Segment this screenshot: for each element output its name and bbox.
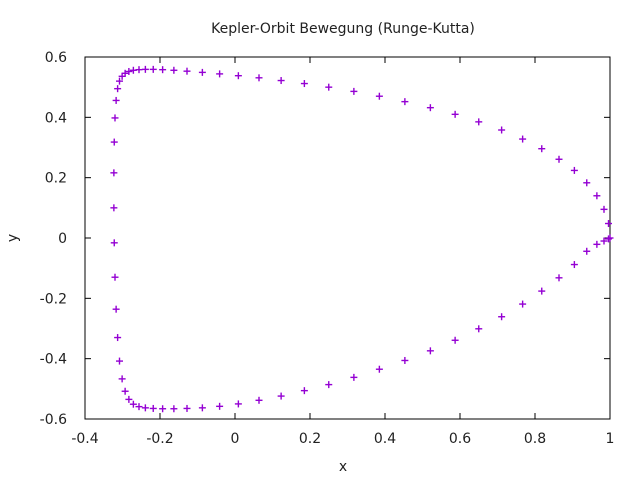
data-point xyxy=(159,405,167,413)
data-point xyxy=(149,65,157,73)
data-point xyxy=(498,126,506,134)
data-point xyxy=(110,169,118,177)
data-point xyxy=(401,98,409,106)
y-axis-ticks: -0.6 -0.4 -0.2 0 0.2 0.4 0.6 xyxy=(40,50,610,428)
data-point xyxy=(538,145,546,153)
data-point xyxy=(111,114,119,122)
data-point xyxy=(183,67,191,75)
data-point xyxy=(112,96,120,104)
data-point xyxy=(198,68,206,76)
data-point xyxy=(555,155,563,163)
data-point xyxy=(170,405,178,413)
x-tick-label: -0.4 xyxy=(71,431,98,447)
data-point xyxy=(129,66,137,74)
data-point xyxy=(451,336,459,344)
x-axis-ticks: -0.4 -0.2 0 0.2 0.4 0.6 0.8 1 xyxy=(71,57,614,447)
y-tick-label: -0.4 xyxy=(40,352,67,368)
x-tick-label: 0.4 xyxy=(374,431,396,447)
data-point xyxy=(141,404,149,412)
data-point xyxy=(519,135,527,143)
data-point xyxy=(135,403,143,411)
data-point xyxy=(149,404,157,412)
data-point xyxy=(114,334,122,342)
data-point xyxy=(300,80,308,88)
data-point xyxy=(583,179,591,187)
data-point xyxy=(606,234,614,242)
data-point xyxy=(375,92,383,100)
data-point xyxy=(159,66,167,74)
data-point xyxy=(112,305,120,313)
y-tick-label: -0.6 xyxy=(40,412,67,428)
data-point xyxy=(498,313,506,321)
data-point xyxy=(234,72,242,80)
y-tick-label: 0.4 xyxy=(45,110,67,126)
data-point xyxy=(600,237,608,245)
data-point xyxy=(111,273,119,281)
data-point xyxy=(375,365,383,373)
data-point xyxy=(350,373,358,381)
data-point xyxy=(426,104,434,112)
data-point xyxy=(300,387,308,395)
data-point xyxy=(198,404,206,412)
data-point xyxy=(350,87,358,95)
data-point xyxy=(570,166,578,174)
data-point xyxy=(475,325,483,333)
y-tick-label: 0.2 xyxy=(45,171,67,187)
data-point xyxy=(129,400,137,408)
data-point xyxy=(234,400,242,408)
y-axis-label: y xyxy=(5,234,21,242)
chart-title: Kepler-Orbit Bewegung (Runge-Kutta) xyxy=(211,21,475,37)
data-point xyxy=(183,404,191,412)
data-point xyxy=(125,395,133,403)
data-point xyxy=(325,83,333,91)
data-point xyxy=(255,396,263,404)
data-point xyxy=(593,240,601,248)
data-point xyxy=(538,287,546,295)
x-tick-label: 0.6 xyxy=(449,431,471,447)
data-point xyxy=(170,66,178,74)
x-tick-label: 0.2 xyxy=(299,431,321,447)
x-tick-label: 0.8 xyxy=(524,431,546,447)
data-point xyxy=(125,67,133,75)
data-point xyxy=(216,402,224,410)
data-point xyxy=(555,274,563,282)
data-point xyxy=(118,375,126,383)
data-point xyxy=(114,85,122,93)
data-point xyxy=(116,357,123,365)
data-point xyxy=(583,247,591,255)
y-tick-label: 0 xyxy=(58,231,67,247)
data-point xyxy=(570,261,578,269)
data-point xyxy=(118,72,126,80)
data-point xyxy=(121,387,129,395)
data-point xyxy=(277,392,285,400)
data-point xyxy=(255,74,263,82)
y-tick-label: 0.6 xyxy=(45,50,67,66)
data-point xyxy=(141,65,149,73)
data-point xyxy=(600,205,608,213)
y-tick-label: -0.2 xyxy=(40,291,67,307)
x-axis-label: x xyxy=(339,459,347,475)
data-point xyxy=(519,300,527,308)
data-point xyxy=(451,110,459,118)
data-point xyxy=(110,204,118,212)
orbit-series xyxy=(110,65,614,413)
data-point xyxy=(277,77,285,85)
data-point xyxy=(401,356,409,364)
data-point xyxy=(426,347,434,355)
data-point xyxy=(605,220,612,228)
data-point xyxy=(605,235,612,243)
data-point xyxy=(110,239,118,247)
data-point xyxy=(325,381,333,389)
x-tick-label: -0.2 xyxy=(146,431,173,447)
data-point xyxy=(110,138,118,146)
data-point xyxy=(593,192,601,200)
data-point xyxy=(216,70,224,78)
data-point xyxy=(116,77,123,85)
data-point xyxy=(475,118,483,126)
x-tick-label: 0 xyxy=(231,431,240,447)
x-tick-label: 1 xyxy=(606,431,615,447)
